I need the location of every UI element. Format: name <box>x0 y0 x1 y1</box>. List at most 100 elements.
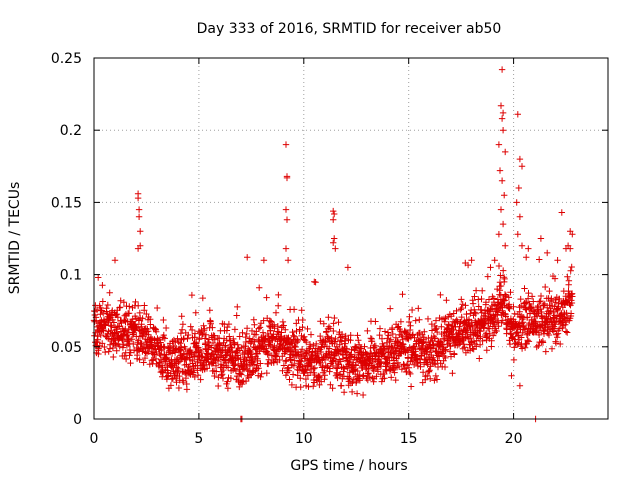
data-point <box>203 365 211 372</box>
data-point <box>108 323 115 330</box>
data-point <box>283 174 291 182</box>
data-point <box>546 287 553 295</box>
data-point <box>500 267 507 274</box>
data-point <box>219 371 226 378</box>
data-point <box>107 312 115 319</box>
data-point <box>328 334 335 342</box>
data-point <box>524 295 532 302</box>
data-point <box>258 370 265 377</box>
data-point <box>288 381 296 389</box>
data-point <box>215 382 222 390</box>
data-point <box>188 326 196 334</box>
data-point <box>99 298 106 305</box>
data-point <box>441 363 449 371</box>
data-point <box>486 330 493 338</box>
data-point <box>407 383 415 390</box>
data-point <box>501 275 508 283</box>
data-point <box>447 342 454 350</box>
data-point <box>387 305 394 312</box>
data-point <box>477 333 484 340</box>
data-point <box>177 340 184 347</box>
data-point <box>499 220 507 228</box>
data-point <box>97 331 104 339</box>
data-point <box>243 361 251 368</box>
data-point <box>321 372 328 379</box>
data-point <box>525 338 533 345</box>
data-point <box>283 216 291 223</box>
data-point <box>536 256 543 263</box>
data-point <box>264 349 272 357</box>
data-point <box>151 345 158 352</box>
data-point <box>495 231 503 238</box>
data-point <box>523 254 530 261</box>
data-point <box>307 343 314 350</box>
data-point <box>378 378 385 385</box>
data-point <box>458 304 465 312</box>
x-tick-label: 20 <box>505 431 523 447</box>
data-point <box>152 355 160 363</box>
data-point <box>346 374 353 382</box>
data-point <box>286 376 293 383</box>
data-point <box>120 299 128 306</box>
data-point <box>356 377 364 384</box>
data-point <box>545 331 553 339</box>
data-point <box>432 326 439 333</box>
data-point <box>103 333 110 341</box>
data-point <box>246 347 253 354</box>
data-point <box>335 319 342 326</box>
data-point <box>498 177 506 184</box>
data-point <box>497 291 504 299</box>
data-point <box>285 367 293 374</box>
data-point <box>282 358 289 365</box>
data-point <box>488 343 495 350</box>
data-point <box>524 337 531 344</box>
data-point <box>354 332 361 339</box>
data-point <box>399 291 406 298</box>
data-point <box>528 293 536 300</box>
data-point <box>291 342 298 350</box>
data-point <box>470 338 478 345</box>
data-point <box>368 338 376 345</box>
data-point <box>374 368 382 375</box>
data-point <box>299 316 306 324</box>
data-point <box>178 344 185 351</box>
data-point <box>317 359 324 367</box>
data-point <box>110 319 118 326</box>
data-point <box>136 347 143 354</box>
data-point <box>282 245 290 252</box>
data-point <box>126 303 133 310</box>
data-point <box>416 316 423 323</box>
data-point <box>460 341 468 348</box>
data-point <box>224 323 231 331</box>
data-point <box>347 332 354 339</box>
data-point <box>241 355 249 363</box>
data-point <box>106 289 113 296</box>
data-point <box>342 348 350 355</box>
data-point <box>290 362 298 369</box>
data-point <box>392 334 400 341</box>
data-point <box>542 348 549 355</box>
data-point <box>445 321 452 328</box>
data-point <box>225 320 233 328</box>
data-point <box>513 199 520 206</box>
data-point <box>105 348 112 355</box>
data-point <box>518 345 526 352</box>
axis-ticks: 0 5 10 15 20 0 0.05 0.1 0.15 0.2 0.25 <box>51 51 608 447</box>
data-point <box>168 375 176 383</box>
data-point <box>544 249 551 257</box>
data-point <box>297 383 304 391</box>
data-point <box>438 339 445 346</box>
data-point <box>298 346 306 353</box>
data-point <box>239 329 246 336</box>
data-point <box>297 375 304 382</box>
data-point <box>523 299 530 306</box>
data-point <box>99 340 106 347</box>
data-point <box>246 362 254 370</box>
data-point <box>134 194 142 202</box>
data-point <box>320 320 327 327</box>
data-point <box>106 341 114 348</box>
data-point <box>317 348 325 356</box>
data-point <box>434 328 441 336</box>
data-point <box>518 242 526 249</box>
data-point <box>186 363 194 371</box>
